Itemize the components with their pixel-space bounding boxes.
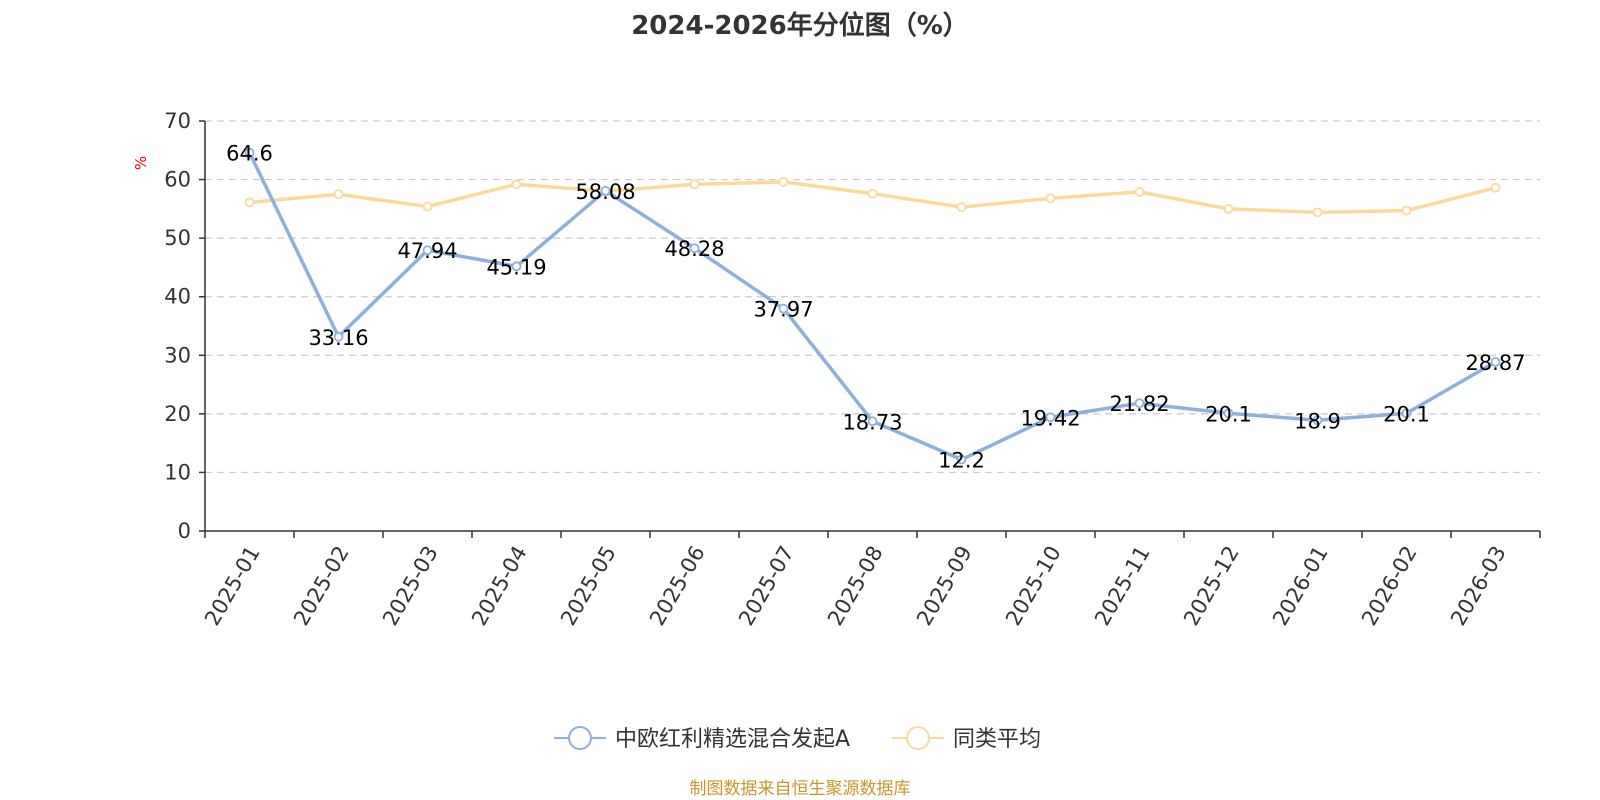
x-tick-label: 2025-01 (200, 542, 265, 630)
legend-item: 中欧红利精选混合发起A (554, 726, 850, 752)
data-point (1401, 408, 1412, 419)
x-tick-label: 2025-03 (378, 542, 443, 630)
series-group (244, 147, 1501, 465)
y-tick-label: 60 (164, 168, 191, 192)
data-point (1134, 186, 1145, 197)
data-point (511, 179, 522, 190)
legend-label: 中欧红利精选混合发起A (615, 727, 850, 752)
x-tick-label: 2026-02 (1357, 542, 1422, 630)
legend-item: 同类平均 (892, 726, 1041, 752)
data-point (778, 177, 789, 187)
data-point (333, 331, 344, 342)
data-labels: 64.6 33.16 47.94 45.19 58.08 48.28 37.97 18.73 1… (226, 142, 1525, 473)
legend: 中欧红利精选混合发起A 同类平均 (554, 726, 1041, 752)
y-tick-label: 20 (164, 402, 191, 426)
data-point (422, 245, 433, 256)
x-tick-label: 2025-07 (734, 542, 799, 630)
data-point (1223, 408, 1234, 419)
data-point (689, 243, 700, 254)
legend-marker (568, 726, 592, 750)
x-tick-label: 2025-05 (556, 542, 621, 630)
y-tick-label: 10 (164, 460, 191, 484)
data-label: 45.19 (486, 255, 546, 279)
y-tick-label: 70 (164, 109, 191, 133)
data-point (422, 201, 433, 212)
data-label: 18.73 (842, 410, 902, 434)
data-label: 20.1 (1205, 402, 1252, 426)
x-tick-label: 2025-09 (912, 542, 977, 630)
data-point (1134, 398, 1145, 409)
data-label: 64.6 (226, 142, 273, 166)
data-label: 21.82 (1109, 392, 1169, 416)
data-point (956, 202, 967, 213)
data-label: 58.08 (575, 180, 635, 204)
data-label: 19.42 (1020, 406, 1080, 430)
y-tick-label: 50 (164, 226, 191, 250)
data-label: 48.28 (664, 237, 724, 261)
data-point (1490, 357, 1501, 367)
data-point (244, 147, 255, 158)
data-label: 47.94 (397, 239, 457, 263)
x-tick-label: 2025-11 (1090, 542, 1155, 630)
data-point (956, 454, 967, 465)
data-point (1490, 182, 1501, 193)
x-tick-label: 2026-03 (1446, 542, 1511, 630)
data-label: 18.9 (1294, 409, 1341, 433)
x-tick-label: 2025-04 (467, 542, 532, 630)
data-point (1223, 203, 1234, 214)
data-label: 28.87 (1465, 351, 1525, 375)
y-axis-unit-label: % (132, 156, 150, 170)
axes: 0 10 20 30 40 50 60 70 2025-01 2025-02 2025-03 2025… (164, 109, 1541, 630)
data-point (867, 188, 878, 199)
grid-lines (205, 120, 1540, 474)
data-label: 33.16 (308, 326, 368, 350)
legend-label: 同类平均 (953, 727, 1041, 752)
data-source-note: 制图数据来自恒生聚源数据库 (690, 779, 911, 799)
y-tick-label: 40 (164, 285, 191, 309)
x-tick-label: 2025-10 (1001, 542, 1066, 630)
data-label: 37.97 (753, 298, 813, 322)
x-tick-label: 2025-02 (289, 542, 354, 630)
x-tick-label: 2025-08 (823, 542, 888, 630)
x-tick-label: 2026-01 (1268, 542, 1333, 630)
data-label: 20.1 (1383, 402, 1430, 426)
data-point (600, 185, 611, 196)
data-point (244, 197, 255, 208)
data-point (1312, 415, 1323, 426)
data-point (1312, 207, 1323, 218)
data-point (1401, 205, 1412, 216)
data-point (778, 303, 789, 314)
legend-marker (906, 726, 930, 750)
x-tick-label: 2025-12 (1179, 542, 1244, 630)
data-point (511, 261, 522, 272)
data-point (1045, 412, 1056, 423)
data-label: 12.2 (938, 449, 985, 473)
data-point (689, 179, 700, 190)
data-point (333, 189, 344, 200)
data-point (1045, 193, 1056, 204)
y-tick-label: 0 (178, 519, 191, 543)
y-tick-label: 30 (164, 343, 191, 367)
chart-title: 2024-2026年分位图（%） (631, 10, 969, 41)
x-tick-label: 2025-06 (645, 542, 710, 630)
data-point (867, 416, 878, 427)
